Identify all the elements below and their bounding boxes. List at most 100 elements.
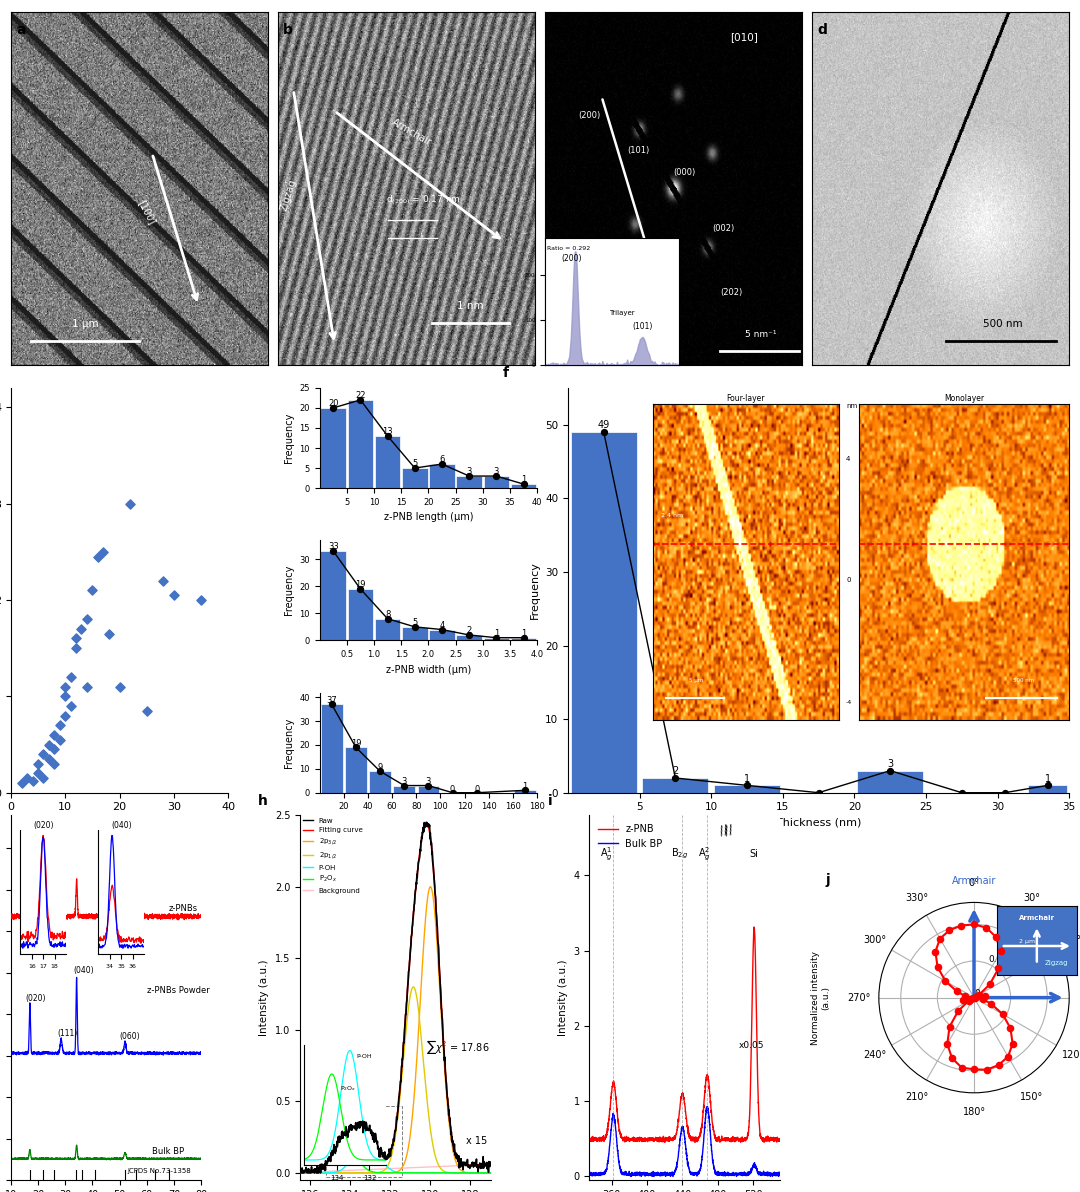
Point	[516, 781, 534, 800]
Point	[927, 942, 944, 961]
Bulk BP	[597, 1167, 610, 1181]
Text: [010]: [010]	[730, 32, 758, 42]
Bar	[375, 436, 401, 488]
Point	[78, 609, 95, 628]
Text: 1: 1	[521, 629, 526, 638]
Bar	[375, 619, 401, 640]
Text: h: h	[258, 794, 268, 808]
z-PNB	[597, 1131, 610, 1146]
Text: 2: 2	[672, 766, 678, 776]
Text: -4: -4	[846, 700, 852, 704]
Point	[949, 1001, 967, 1020]
Text: z-PNBs: z-PNBs	[168, 905, 198, 913]
Point	[936, 971, 954, 991]
Point	[62, 696, 79, 715]
Point	[994, 1005, 1011, 1024]
Point	[993, 942, 1010, 961]
Point	[51, 731, 68, 750]
Text: 5 nm⁻¹: 5 nm⁻¹	[745, 330, 777, 340]
Point	[515, 628, 532, 647]
Point	[420, 776, 437, 795]
Text: [100]: [100]	[136, 198, 158, 226]
Point	[56, 677, 73, 696]
Text: Zigzag: Zigzag	[279, 178, 298, 212]
Bulk BP	[667, 1166, 680, 1180]
Bar	[402, 627, 428, 640]
Bar	[402, 468, 428, 488]
Bulk BP	[691, 1167, 704, 1181]
Point	[966, 1060, 983, 1079]
Text: A$^1_g$: A$^1_g$	[599, 845, 612, 863]
Point	[84, 581, 102, 600]
Text: A$^2_g$: A$^2_g$	[698, 845, 711, 863]
Point	[739, 776, 756, 795]
Point	[192, 590, 210, 609]
Text: 0: 0	[846, 577, 851, 583]
Text: //: //	[723, 822, 734, 837]
Text: z-PNBs Powder: z-PNBs Powder	[147, 986, 210, 994]
Point	[24, 771, 41, 790]
Text: 5: 5	[413, 619, 417, 627]
z-PNB	[664, 1131, 677, 1146]
Bar	[321, 704, 342, 793]
Bar	[484, 476, 509, 488]
Text: 3: 3	[887, 759, 893, 769]
z-PNB	[667, 1130, 680, 1144]
Text: Armchair: Armchair	[390, 117, 433, 148]
Text: (020): (020)	[26, 994, 46, 1002]
z-PNB	[747, 920, 760, 935]
Point	[999, 1047, 1016, 1066]
z-PNB	[773, 1132, 786, 1147]
Point	[978, 1060, 996, 1079]
Point	[395, 776, 413, 795]
Point	[931, 929, 948, 948]
Point	[35, 745, 52, 764]
Point	[444, 783, 461, 802]
Bar	[429, 464, 455, 488]
Point	[13, 774, 30, 793]
Point	[325, 541, 342, 560]
Bulk BP	[672, 1153, 685, 1167]
Point	[929, 957, 946, 976]
Text: a: a	[16, 23, 26, 37]
Point	[990, 958, 1008, 977]
Point	[352, 579, 369, 598]
Point	[488, 466, 505, 485]
Point	[372, 762, 389, 781]
Point	[138, 701, 156, 720]
Point	[165, 585, 183, 604]
Text: //: //	[718, 822, 730, 837]
Text: 1: 1	[744, 774, 750, 783]
Text: (111): (111)	[57, 1029, 78, 1038]
Text: (002): (002)	[712, 224, 734, 234]
Point	[56, 687, 73, 706]
Text: 20: 20	[328, 399, 338, 409]
Text: 3: 3	[426, 777, 431, 787]
Text: 3: 3	[467, 467, 472, 477]
Point	[45, 726, 63, 745]
Text: 22: 22	[355, 391, 366, 401]
Bar	[418, 786, 440, 793]
Point	[100, 625, 118, 644]
Bar	[429, 629, 455, 640]
Text: c: c	[551, 23, 558, 37]
Point	[45, 740, 63, 759]
Text: 37: 37	[326, 696, 337, 706]
Point	[962, 989, 980, 1008]
Text: 3: 3	[494, 467, 499, 477]
Text: 2: 2	[467, 626, 472, 635]
Point	[406, 459, 423, 478]
Point	[56, 706, 73, 725]
Point	[969, 987, 986, 1006]
Text: (000): (000)	[674, 168, 696, 176]
Text: nm: nm	[846, 403, 858, 409]
Bar	[321, 408, 346, 488]
Bulk BP	[624, 1169, 637, 1184]
Bulk BP	[583, 1167, 596, 1181]
Y-axis label: Intensity (a.u.): Intensity (a.u.)	[558, 960, 568, 1036]
Text: 5: 5	[413, 459, 417, 468]
Point	[977, 918, 995, 937]
Text: Armchair: Armchair	[951, 876, 996, 887]
Text: x 15: x 15	[467, 1136, 488, 1147]
Text: Si: Si	[750, 849, 758, 858]
